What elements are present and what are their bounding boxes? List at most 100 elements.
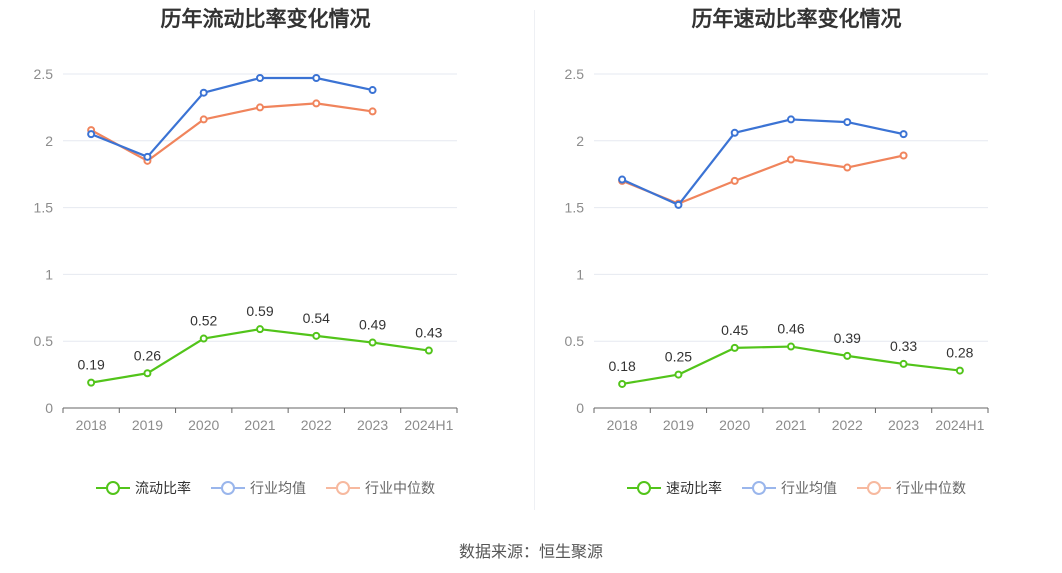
data-point[interactable] (674, 370, 683, 379)
data-label: 0.28 (946, 345, 973, 361)
y-tick-label: 2 (45, 133, 53, 149)
plot-area-left: 0 0.5 1 1.5 2 2.5 2018 2019 2020 2021 2022 2023 2024… (34, 66, 458, 433)
data-point[interactable] (843, 118, 852, 127)
data-point[interactable] (955, 366, 964, 375)
legend-marker-icon (857, 478, 891, 498)
data-point[interactable] (87, 378, 96, 387)
data-label: 0.18 (609, 358, 636, 374)
y-tick-label: 0 (576, 400, 584, 416)
data-point[interactable] (730, 128, 739, 137)
y-tick-label: 1 (45, 266, 53, 282)
series-line (90, 76, 373, 158)
legend-item[interactable]: 流动比率 (96, 478, 191, 498)
data-label: 0.33 (890, 338, 917, 354)
legend-item[interactable]: 行业中位数 (326, 478, 435, 498)
legend-marker-icon (742, 478, 776, 498)
legend-marker-icon (96, 478, 130, 498)
y-tick-label: 0.5 (34, 333, 54, 349)
data-point[interactable] (256, 74, 264, 83)
x-tick-label: 2018 (76, 417, 107, 433)
y-tick-label: 0 (45, 400, 53, 416)
x-tick-label: 2023 (357, 417, 388, 433)
series-line (621, 118, 904, 207)
data-point[interactable] (143, 369, 152, 378)
data-point[interactable] (312, 331, 321, 340)
data-point[interactable] (618, 379, 627, 388)
data-point[interactable] (899, 359, 908, 368)
data-label: 0.46 (777, 321, 804, 337)
data-point[interactable] (899, 151, 908, 160)
data-label: 0.49 (359, 317, 386, 333)
x-tick-label: 2022 (832, 417, 863, 433)
data-label: 0.19 (78, 357, 105, 373)
y-tick-label: 2.5 (34, 66, 54, 82)
legend-item[interactable]: 速动比率 (627, 478, 722, 498)
chart-title-left: 历年流动比率变化情况 (160, 8, 371, 31)
chart-right: 历年速动比率变化情况 0 0.5 1 1.5 2 2.5 2018 2019 2020 2021 2… (531, 0, 1062, 520)
data-label: 0.59 (246, 303, 273, 319)
data-point[interactable] (843, 351, 852, 360)
x-tick-label: 2020 (188, 417, 219, 433)
legend-label: 行业均值 (781, 480, 837, 496)
legend-item[interactable]: 行业均值 (211, 478, 306, 498)
data-label: 0.26 (134, 347, 161, 363)
legend-label: 流动比率 (135, 480, 191, 496)
y-tick-label: 1 (576, 266, 584, 282)
x-tick-label: 2021 (775, 417, 806, 433)
data-label: 0.39 (834, 330, 861, 346)
data-label: 0.25 (665, 349, 692, 365)
x-tick-label: 2021 (244, 417, 275, 433)
chart-title-right: 历年速动比率变化情况 (691, 8, 902, 31)
y-tick-label: 0.5 (565, 333, 585, 349)
y-tick-label: 2 (576, 133, 584, 149)
legend-marker-icon (326, 478, 360, 498)
x-tick-label: 2022 (301, 417, 332, 433)
data-point[interactable] (618, 175, 627, 184)
data-label: 0.52 (190, 313, 217, 329)
legend-left: 流动比率 行业均值 行业中位数 (0, 478, 531, 498)
data-point[interactable] (674, 200, 683, 209)
panel-divider (534, 10, 535, 510)
data-point[interactable] (256, 325, 264, 334)
y-tick-label: 1.5 (565, 200, 585, 216)
legend-label: 行业中位数 (896, 480, 966, 496)
data-label: 0.54 (303, 310, 330, 326)
data-point[interactable] (787, 115, 795, 124)
legend-label: 行业均值 (250, 480, 306, 496)
data-point[interactable] (787, 342, 795, 351)
legend-marker-icon (627, 478, 661, 498)
data-point[interactable] (899, 130, 908, 139)
legend-marker-icon (211, 478, 245, 498)
data-point[interactable] (199, 88, 208, 97)
data-point[interactable] (730, 343, 739, 352)
legend-label: 速动比率 (666, 480, 722, 496)
plot-area-right: 0 0.5 1 1.5 2 2.5 2018 2019 2020 2021 2022 2023 2024… (565, 66, 989, 433)
series-line (621, 154, 904, 205)
series-line (90, 102, 373, 162)
x-tick-label: 2020 (719, 417, 750, 433)
x-tick-label: 2018 (607, 417, 638, 433)
data-point[interactable] (787, 155, 795, 164)
data-point[interactable] (312, 74, 321, 83)
data-point[interactable] (199, 115, 208, 124)
legend-label: 行业中位数 (365, 480, 435, 496)
data-point[interactable] (424, 346, 433, 355)
data-point[interactable] (256, 103, 264, 112)
data-point[interactable] (199, 334, 208, 343)
data-point[interactable] (368, 338, 377, 347)
data-point[interactable] (843, 163, 852, 172)
legend-item[interactable]: 行业中位数 (857, 478, 966, 498)
y-tick-label: 2.5 (565, 66, 585, 82)
data-point[interactable] (368, 107, 377, 116)
data-point[interactable] (143, 152, 152, 161)
chart-left: 历年流动比率变化情况 0 0.5 1 1.5 2 2.5 2018 2019 2020 2021 2… (0, 0, 531, 520)
x-tick-label: 2019 (132, 417, 163, 433)
y-tick-label: 1.5 (34, 200, 54, 216)
data-point[interactable] (368, 86, 377, 95)
data-point[interactable] (87, 130, 96, 139)
data-point[interactable] (730, 176, 739, 185)
data-point[interactable] (312, 99, 321, 108)
x-tick-label: 2019 (663, 417, 694, 433)
legend-item[interactable]: 行业均值 (742, 478, 837, 498)
data-label: 0.45 (721, 322, 748, 338)
